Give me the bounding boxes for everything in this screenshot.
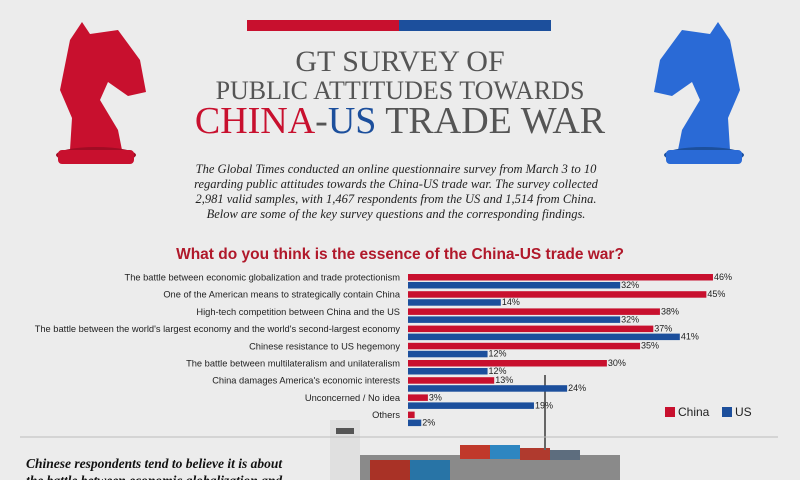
- value-label: 13%: [495, 375, 513, 385]
- red-knight: [56, 22, 146, 164]
- category-label: Others: [372, 410, 400, 420]
- intro-line: Below are some of the key survey questio…: [207, 207, 586, 221]
- value-label: 12%: [489, 366, 507, 376]
- legend-swatch: [665, 407, 675, 417]
- value-label: 45%: [707, 289, 725, 299]
- bar: [408, 316, 621, 323]
- value-label: 2%: [422, 417, 435, 427]
- value-label: 46%: [714, 272, 732, 282]
- bar: [408, 350, 488, 358]
- value-label: 32%: [621, 280, 639, 290]
- bar: [408, 394, 428, 401]
- footer-text: Chinese respondents tend to believe it i…: [26, 456, 283, 471]
- header-bar-red: [247, 20, 399, 31]
- bar: [408, 325, 654, 333]
- bar: [408, 411, 415, 419]
- legend-label: China: [678, 405, 710, 419]
- category-label: The battle between economic globalizatio…: [125, 272, 401, 282]
- legend-swatch: [722, 407, 732, 417]
- value-label: 30%: [608, 358, 626, 368]
- value-label: 14%: [502, 297, 520, 307]
- bar: [408, 282, 621, 289]
- bar: [408, 402, 534, 409]
- chart-title: What do you think is the essence of the …: [176, 246, 624, 263]
- value-label: 32%: [621, 314, 639, 324]
- bar: [408, 342, 641, 350]
- value-label: 19%: [535, 400, 553, 410]
- intro-line: The Global Times conducted an online que…: [196, 162, 597, 176]
- bar: [408, 333, 680, 341]
- category-label: High-tech competition between China and …: [196, 307, 400, 317]
- title-line: PUBLIC ATTITUDES TOWARDS: [216, 76, 585, 105]
- title-line: CHINA-US TRADE WAR: [195, 100, 606, 142]
- title-part: US: [328, 100, 377, 142]
- bar: [408, 308, 660, 315]
- legend-label: US: [735, 405, 752, 419]
- title-part: TRADE WAR: [376, 100, 605, 142]
- value-label: 35%: [641, 341, 659, 351]
- title-part: CHINA: [195, 100, 316, 142]
- category-label: Unconcerned / No idea: [305, 393, 401, 403]
- bar: [408, 360, 607, 367]
- intro: The Global Times conducted an online que…: [194, 162, 599, 221]
- category-label: China damages America's economic interes…: [212, 376, 400, 386]
- category-label: The battle between the world's largest e…: [35, 324, 401, 334]
- bar: [408, 274, 713, 281]
- bar: [408, 291, 707, 298]
- header-bar-blue: [399, 20, 551, 31]
- value-label: 38%: [661, 306, 679, 316]
- bar: [408, 419, 422, 427]
- value-label: 37%: [654, 323, 672, 333]
- bar: [408, 385, 568, 392]
- intro-line: 2,981 valid samples, with 1,467 responde…: [195, 192, 596, 206]
- value-label: 41%: [681, 331, 699, 341]
- bar: [408, 299, 501, 306]
- bar: [408, 368, 488, 375]
- category-label: The battle between multilateralism and u…: [186, 358, 400, 368]
- title-line: GT SURVEY OF: [295, 45, 504, 78]
- ship: [330, 375, 620, 480]
- value-label: 24%: [568, 383, 586, 393]
- value-label: 3%: [429, 392, 442, 402]
- blue-knight: [654, 22, 744, 164]
- value-label: 12%: [489, 349, 507, 359]
- intro-line: regarding public attitudes towards the C…: [194, 177, 599, 191]
- category-label: One of the American means to strategical…: [163, 290, 401, 300]
- footer-text: the battle between economic globalizatio…: [26, 473, 282, 480]
- category-label: Chinese resistance to US hegemony: [249, 341, 400, 351]
- title-part: -: [315, 100, 328, 142]
- bar: [408, 377, 495, 384]
- footer: Chinese respondents tend to believe it i…: [26, 456, 283, 480]
